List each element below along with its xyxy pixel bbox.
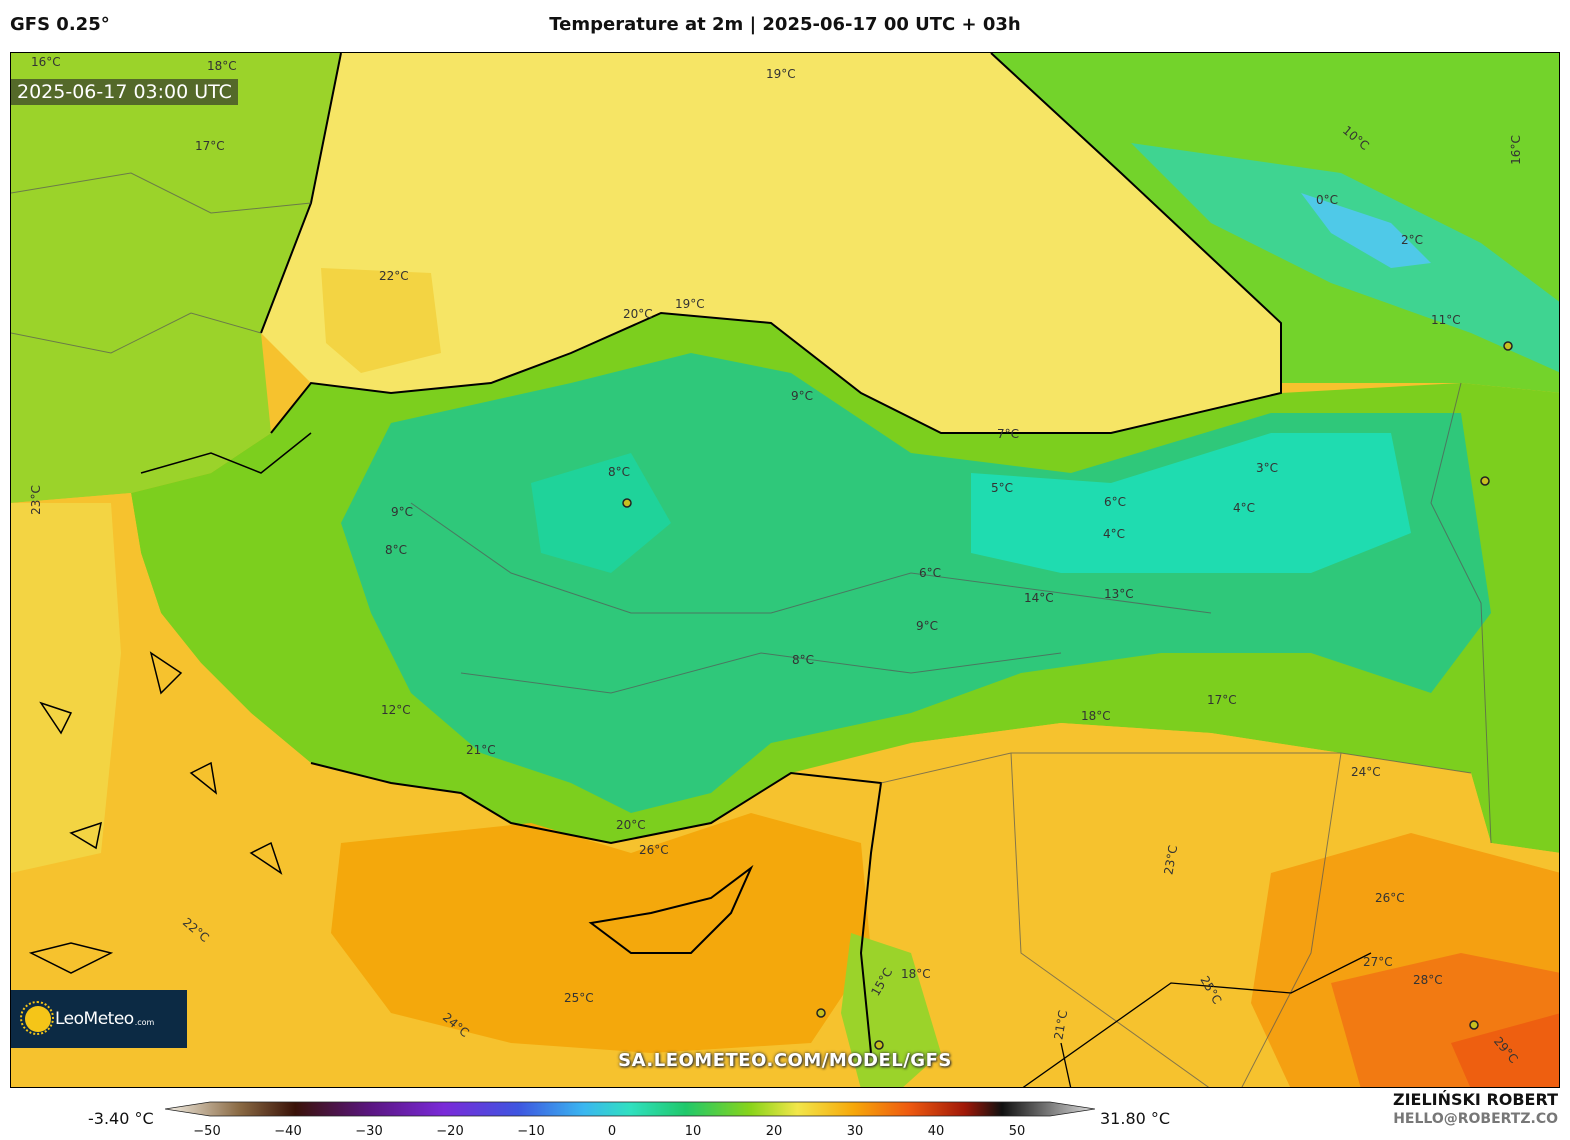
temperature-label: 16°C (1508, 135, 1523, 165)
temperature-label: 14°C (1024, 591, 1054, 605)
colorbar-ticks: −50 −40 −30 −20 −10 0 10 20 30 40 50 (0, 1124, 1570, 1140)
temperature-label: 11°C (1431, 313, 1461, 327)
temperature-label: 25°C (564, 991, 594, 1005)
colorbar-tick: −30 (355, 1124, 383, 1139)
colorbar-tick: −40 (274, 1124, 302, 1139)
temperature-label: 27°C (1363, 955, 1393, 969)
temperature-label: 26°C (1375, 891, 1405, 905)
temperature-label: 9°C (916, 619, 939, 633)
temperature-label: 18°C (901, 967, 931, 981)
temperature-label: 17°C (195, 139, 225, 153)
logo-suffix: .com (134, 1017, 155, 1027)
temperature-label: 22°C (379, 269, 409, 283)
temperature-label: 3°C (1256, 461, 1279, 475)
temperature-label: 8°C (792, 653, 815, 667)
leometeo-logo[interactable]: LeoMeteo .com (11, 990, 187, 1048)
temperature-label: 26°C (639, 843, 669, 857)
colorbar-tick: 0 (607, 1124, 617, 1139)
temperature-label: 8°C (608, 465, 631, 479)
colorbar (165, 1101, 1095, 1117)
valid-time-badge: 2025-06-17 03:00 UTC (11, 79, 238, 105)
temperature-label: 19°C (766, 67, 796, 81)
colorbar-max-label: 31.80 °C (1100, 1109, 1171, 1128)
logo-text: LeoMeteo (55, 1009, 134, 1029)
temperature-label: 17°C (1207, 693, 1237, 707)
temperature-label: 9°C (391, 505, 414, 519)
temperature-label: 28°C (1413, 973, 1443, 987)
temperature-map[interactable]: 16°C 18°C 17°C 20°C 19°C 22°C 19°C 8°C 9… (10, 52, 1560, 1088)
temperature-label: 19°C (675, 297, 705, 311)
colorbar-tick: 10 (684, 1124, 702, 1139)
source-watermark: SA.LEOMETEO.COM/MODEL/GFS (618, 1050, 952, 1071)
map-canvas (11, 53, 1559, 1087)
colorbar-tick: −10 (517, 1124, 545, 1139)
model-name: GFS 0.25° (10, 14, 110, 35)
colorbar-tick: 30 (846, 1124, 864, 1139)
temperature-label: 8°C (385, 543, 408, 557)
temperature-label: 13°C (1104, 587, 1134, 601)
temperature-label: 20°C (616, 818, 646, 832)
temperature-label: 24°C (1351, 765, 1381, 779)
temperature-label: 6°C (1104, 495, 1127, 509)
temperature-label: 23°C (28, 485, 43, 515)
temperature-label: 20°C (623, 307, 653, 321)
temperature-label: 18°C (1081, 709, 1111, 723)
temperature-label: 16°C (31, 55, 61, 69)
colorbar-min-label: -3.40 °C (88, 1109, 154, 1128)
colorbar-tick: 20 (765, 1124, 783, 1139)
temperature-label: 7°C (997, 427, 1020, 441)
temperature-label: 5°C (991, 481, 1014, 495)
author-name: ZIELIŃSKI ROBERT (1392, 1090, 1558, 1109)
temperature-label: 12°C (381, 703, 411, 717)
temperature-label: 9°C (791, 389, 814, 403)
map-title: Temperature at 2m | 2025-06-17 00 UTC + … (549, 14, 1021, 35)
sun-icon (20, 1001, 54, 1035)
colorbar-tick: −20 (436, 1124, 464, 1139)
temperature-label: 2°C (1401, 233, 1424, 247)
temperature-label: 6°C (919, 566, 942, 580)
colorbar-tick: 40 (927, 1124, 945, 1139)
temperature-label: 0°C (1316, 193, 1339, 207)
temperature-label: 4°C (1233, 501, 1256, 515)
temperature-label: 18°C (207, 59, 237, 73)
temperature-label: 21°C (466, 743, 496, 757)
temperature-label: 4°C (1103, 527, 1126, 541)
colorbar-tick: 50 (1008, 1124, 1026, 1139)
author-email[interactable]: HELLO@ROBERTZ.CO (1393, 1111, 1558, 1127)
colorbar-tick: −50 (193, 1124, 221, 1139)
